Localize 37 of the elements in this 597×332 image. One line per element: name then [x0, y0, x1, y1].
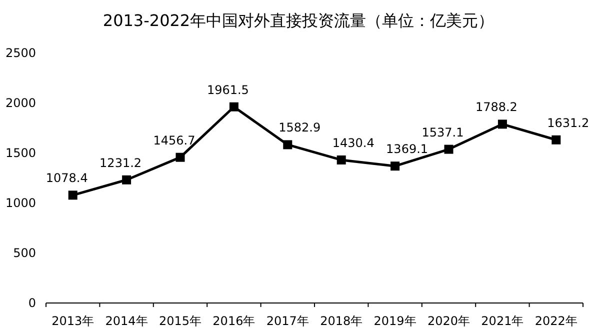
- point: [390, 162, 400, 171]
- data-label: 1456.7: [153, 133, 196, 148]
- x-tick-label: 2017年: [266, 314, 309, 328]
- x-tick-label: 2018年: [320, 314, 363, 328]
- data-label: 1430.4: [332, 136, 374, 150]
- data-label: 1369.1: [386, 142, 428, 156]
- point: [552, 135, 561, 144]
- point: [336, 155, 346, 164]
- data-label: 1231.2: [100, 156, 142, 170]
- x-tick-label: 2021年: [481, 314, 524, 328]
- x-tick-label: 2015年: [158, 314, 202, 328]
- x-tick-label: 2013年: [52, 314, 94, 328]
- data-label: 1788.2: [475, 100, 518, 114]
- point: [176, 152, 185, 162]
- y-tick-label: 0: [28, 296, 36, 310]
- point: [68, 190, 78, 200]
- data-label: 1537.1: [422, 125, 464, 140]
- data-label: 1582.9: [278, 120, 321, 135]
- y-tick-label: 1000: [5, 196, 36, 210]
- data-label: 1961.5: [206, 82, 249, 97]
- point: [122, 175, 132, 184]
- data-label: 1078.4: [46, 171, 88, 186]
- data-label: 1631.2: [547, 116, 590, 130]
- x-tick-label: 2019年: [374, 314, 416, 328]
- y-tick-label: 2500: [5, 46, 36, 60]
- y-tick-label: 1500: [5, 146, 36, 160]
- x-tick-label: 2020年: [427, 314, 470, 328]
- point: [444, 144, 454, 154]
- chart-title: 2013-2022年中国对外直接投资流量（单位：亿美元）: [102, 11, 494, 30]
- point: [498, 120, 507, 129]
- point: [283, 140, 292, 150]
- x-tick-label: 2016年: [212, 314, 256, 328]
- x-tick-label: 2014年: [105, 314, 148, 328]
- x-tick-label: 2022年: [534, 314, 578, 328]
- y-tick-label: 2000: [5, 96, 36, 110]
- point: [229, 102, 238, 112]
- y-tick-label: 500: [13, 246, 36, 260]
